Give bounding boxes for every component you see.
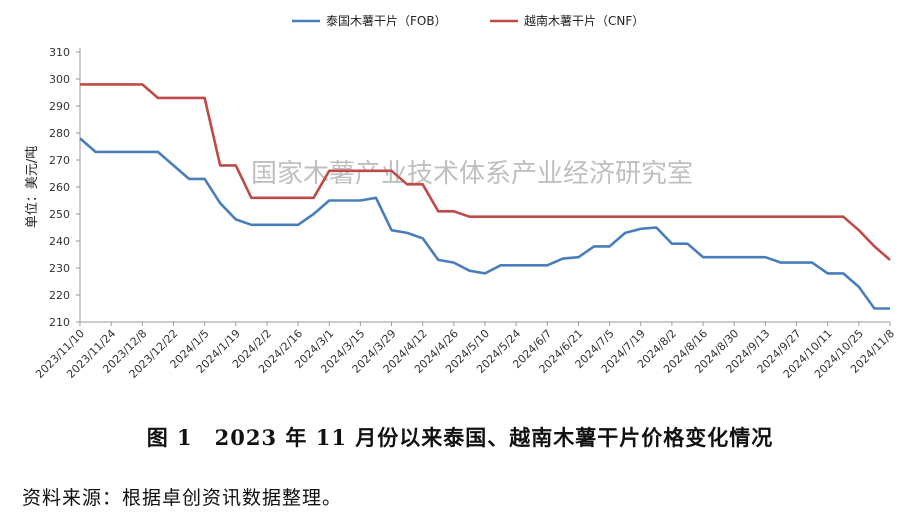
- legend: 泰国木薯干片（FOB） 越南木薯干片（CNF）: [292, 13, 644, 28]
- y-tick-label: 310: [49, 46, 70, 59]
- y-tick-label: 220: [49, 289, 70, 302]
- y-tick-label: 250: [49, 208, 70, 221]
- price-line-chart: 国家木薯产业技术体系产业经济研究室 210 220 230 240 250 260 270 2…: [25, 13, 897, 381]
- series-lines: [79, 83, 891, 310]
- data-source-note: 资料来源：根据卓创资讯数据整理。: [22, 487, 343, 509]
- y-tick-label: 300: [49, 73, 70, 86]
- legend-label-1: 泰国木薯干片（FOB）: [326, 14, 447, 28]
- y-tick-label: 290: [49, 100, 70, 113]
- y-axis-label: 单位：美元/吨: [25, 146, 40, 228]
- y-tick-label: 280: [49, 127, 70, 140]
- figure-caption: 图 1 2023 年 11 月份以来泰国、越南木薯干片价格变化情况: [146, 425, 774, 450]
- y-tick-label: 260: [49, 181, 70, 194]
- watermark-text: 国家木薯产业技术体系产业经济研究室: [251, 159, 693, 189]
- legend-label-2: 越南木薯干片（CNF）: [524, 13, 644, 28]
- y-tick-label: 210: [49, 316, 70, 329]
- series-line-2: [80, 83, 891, 261]
- y-tick-label: 230: [49, 262, 70, 275]
- series-line-1: [79, 137, 890, 310]
- y-tick-label: 240: [49, 235, 70, 248]
- y-tick-label: 270: [49, 154, 70, 167]
